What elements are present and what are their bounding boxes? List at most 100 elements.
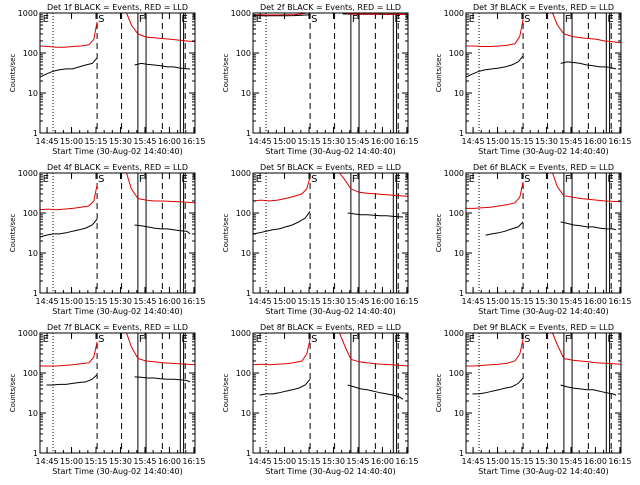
panel-title: Det 6f BLACK = Events, RED = LLD xyxy=(473,163,614,172)
x-tick-label: 14:45 xyxy=(462,457,485,466)
detector-panel-5: Det 5f BLACK = Events, RED = LLD E S F E 1 10 1… xyxy=(222,163,418,316)
x-tick-label: 14:45 xyxy=(462,297,485,306)
y-tick-label: 1 xyxy=(33,449,38,458)
series-events-segment-1 xyxy=(259,378,311,396)
y-tick-label: 1000 xyxy=(231,9,251,18)
series-events-segment-2 xyxy=(134,62,191,70)
y-tick-label: 1 xyxy=(246,129,251,138)
panel-title: Det 9f BLACK = Events, RED = LLD xyxy=(473,323,614,332)
x-tick-label: 16:00 xyxy=(371,297,394,306)
series-lld-segment-1 xyxy=(466,181,524,209)
x-tick-label: 15:00 xyxy=(273,137,296,146)
event-marker-s: S xyxy=(311,14,317,25)
event-marker-e: E xyxy=(469,334,475,345)
event-marker-f: F xyxy=(352,174,358,185)
x-tick-label: 14:45 xyxy=(249,297,272,306)
x-tick-label: 15:15 xyxy=(510,297,533,306)
event-marker-e: E xyxy=(43,14,49,25)
x-tick-label: 15:45 xyxy=(133,457,156,466)
series-events-segment-1 xyxy=(252,14,311,17)
event-marker-f: F xyxy=(139,334,145,345)
x-tick-label: 14:45 xyxy=(462,137,485,146)
y-tick-label: 1000 xyxy=(231,329,251,338)
y-tick-label: 100 xyxy=(449,49,464,58)
event-marker-e: E xyxy=(394,334,400,345)
event-marker-f: F xyxy=(139,174,145,185)
plot-frame xyxy=(465,172,622,294)
x-tick-label: 15:30 xyxy=(109,297,132,306)
event-marker-f: F xyxy=(565,14,571,25)
detector-panel-7: Det 7f BLACK = Events, RED = LLD E S F E 1 10 1… xyxy=(9,323,205,476)
panel-title: Det 1f BLACK = Events, RED = LLD xyxy=(47,3,188,12)
y-tick-label: 10 xyxy=(241,409,251,418)
detector-panel-4: Det 4f BLACK = Events, RED = LLD E S F E 1 10 1… xyxy=(9,163,205,316)
detector-panel-3: Det 3f BLACK = Events, RED = LLD E S F E 1 10 1… xyxy=(435,3,631,156)
x-tick-label: 16:00 xyxy=(584,457,607,466)
y-tick-label: 10 xyxy=(454,249,464,258)
y-tick-label: 10 xyxy=(28,89,38,98)
x-tick-label: 15:00 xyxy=(273,457,296,466)
series-events-segment-1 xyxy=(472,377,524,395)
series-events-segment-1 xyxy=(39,57,98,78)
x-tick-label: 15:45 xyxy=(559,297,582,306)
y-axis-label: Counts/sec xyxy=(222,54,230,93)
event-marker-e: E xyxy=(181,334,187,345)
event-marker-e: E xyxy=(256,334,262,345)
x-axis-label: Start Time (30-Aug-02 14:40:40) xyxy=(265,307,396,316)
y-tick-label: 100 xyxy=(236,49,251,58)
y-tick-label: 100 xyxy=(236,209,251,218)
y-tick-label: 10 xyxy=(28,249,38,258)
x-tick-label: 14:45 xyxy=(249,457,272,466)
y-tick-label: 10 xyxy=(28,409,38,418)
y-axis-label: Counts/sec xyxy=(9,214,17,253)
panel-title: Det 5f BLACK = Events, RED = LLD xyxy=(260,163,401,172)
x-tick-label: 16:00 xyxy=(584,297,607,306)
x-tick-label: 15:15 xyxy=(297,297,320,306)
plot-frame xyxy=(39,12,196,134)
detector-panel-9: Det 9f BLACK = Events, RED = LLD E S F E 1 10 1… xyxy=(435,323,631,476)
detector-panel-1: Det 1f BLACK = Events, RED = LLD E S F E 1 10 1… xyxy=(9,3,205,156)
x-tick-label: 16:00 xyxy=(158,297,181,306)
x-tick-label: 16:15 xyxy=(182,297,205,306)
y-axis-label: Counts/sec xyxy=(435,54,443,93)
y-tick-label: 100 xyxy=(23,49,38,58)
event-marker-s: S xyxy=(98,174,104,185)
x-tick-label: 15:00 xyxy=(60,137,83,146)
series-events-segment-1 xyxy=(465,55,524,78)
event-marker-e: E xyxy=(469,14,475,25)
y-tick-label: 1000 xyxy=(444,9,464,18)
x-tick-label: 15:00 xyxy=(486,137,509,146)
x-tick-label: 15:15 xyxy=(84,297,107,306)
plot-frame xyxy=(252,332,409,454)
x-tick-label: 16:00 xyxy=(371,137,394,146)
series-events-segment-1 xyxy=(485,221,524,236)
x-axis-label: Start Time (30-Aug-02 14:40:40) xyxy=(478,307,609,316)
event-marker-s: S xyxy=(311,334,317,345)
x-tick-label: 15:30 xyxy=(322,457,345,466)
plot-frame xyxy=(39,332,196,454)
event-marker-e: E xyxy=(607,334,613,345)
x-tick-label: 16:00 xyxy=(584,137,607,146)
x-tick-label: 15:45 xyxy=(559,457,582,466)
event-marker-e: E xyxy=(469,174,475,185)
y-tick-label: 10 xyxy=(454,409,464,418)
y-tick-label: 1 xyxy=(459,129,464,138)
event-marker-e: E xyxy=(181,174,187,185)
x-tick-label: 15:15 xyxy=(510,137,533,146)
x-tick-label: 15:30 xyxy=(535,137,558,146)
event-marker-e: E xyxy=(256,174,262,185)
x-tick-label: 15:15 xyxy=(297,137,320,146)
x-tick-label: 15:45 xyxy=(133,297,156,306)
event-marker-e: E xyxy=(181,14,187,25)
x-tick-label: 15:30 xyxy=(109,457,132,466)
y-tick-label: 100 xyxy=(23,369,38,378)
y-axis-label: Counts/sec xyxy=(222,374,230,413)
x-tick-label: 16:15 xyxy=(182,457,205,466)
event-marker-e: E xyxy=(43,334,49,345)
plot-frame xyxy=(39,172,196,294)
y-axis-label: Counts/sec xyxy=(9,374,17,413)
x-tick-label: 15:45 xyxy=(346,457,369,466)
y-tick-label: 1 xyxy=(459,449,464,458)
y-tick-label: 1000 xyxy=(18,169,38,178)
